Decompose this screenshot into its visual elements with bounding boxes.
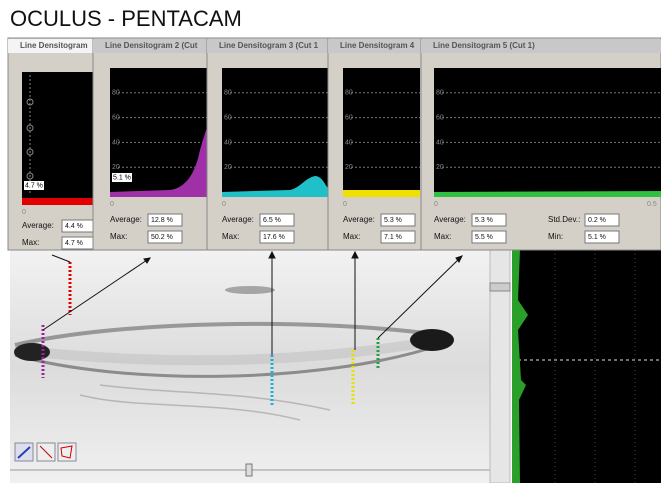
- stat-label: Max:: [22, 238, 39, 247]
- y-tick-label: 40: [112, 139, 120, 146]
- x-tick-label: 0: [222, 201, 226, 208]
- stat-label: Max:: [110, 232, 127, 241]
- densitogram-window: Line Densitogram 5 (Cut 1) 80 60 40 20 0 0.5 Av…: [421, 38, 661, 250]
- plot-area: [434, 68, 661, 197]
- window-title: Line Densitogram 5 (Cut 1): [433, 41, 535, 50]
- densitogram-curve: [22, 198, 95, 205]
- stat-label: Max:: [343, 232, 360, 241]
- marker-label: 5.1 %: [113, 174, 131, 181]
- densitogram-window: Line Densitogram 2 (Cut 80 60 40 20 0 5.1 % Ave…: [93, 38, 213, 250]
- y-tick-label: 60: [224, 114, 232, 121]
- y-tick-label: 20: [224, 164, 232, 171]
- plot-area: [343, 68, 420, 197]
- app-title: OCULUS - PENTACAM: [10, 6, 242, 31]
- y-tick-label: 80: [112, 90, 120, 97]
- densitogram-window: Line Densitogram 4 80 60 40 20 0 Average: 5.3 %…: [328, 38, 424, 250]
- y-tick-label: 40: [436, 139, 444, 146]
- window-title: Line Densitogram 2 (Cut: [105, 41, 198, 50]
- densitogram-curve: [434, 191, 661, 197]
- y-tick-label: 60: [436, 114, 444, 121]
- stat-label: Average:: [222, 215, 254, 224]
- stat-label: Min:: [548, 232, 563, 241]
- stat-value: 7.1 %: [384, 234, 402, 241]
- stat-label: Std.Dev.:: [548, 215, 580, 224]
- stat-value: 17.6 %: [263, 234, 285, 241]
- screenshot: OCULUS - PENTACAM: [0, 0, 661, 483]
- y-tick-label: 60: [345, 114, 353, 121]
- densitogram-windows: Line Densitogram 0 4.7 % Average: 4.4 % Max: 4…: [8, 38, 661, 250]
- x-tick-label: 0: [22, 209, 26, 216]
- stat-label: Max:: [434, 232, 451, 241]
- stat-value: 5.3 %: [384, 217, 402, 224]
- y-tick-label: 40: [224, 139, 232, 146]
- stat-label: Average:: [110, 215, 142, 224]
- stat-label: Average:: [434, 215, 466, 224]
- page: OCULUS - PENTACAM: [0, 0, 661, 483]
- stat-value: 4.7 %: [65, 240, 83, 247]
- stat-value: 12.8 %: [151, 217, 173, 224]
- scheimpflug-image: [10, 250, 510, 483]
- stat-value: 5.5 %: [475, 234, 493, 241]
- y-tick-label: 80: [436, 90, 444, 97]
- stat-label: Average:: [343, 215, 375, 224]
- densitogram-curve: [343, 190, 420, 197]
- x-tick-label: 0.5: [647, 201, 657, 208]
- window-title: Line Densitogram 3 (Cut 1: [219, 41, 319, 50]
- stat-label: Average:: [22, 221, 54, 230]
- y-tick-label: 20: [436, 164, 444, 171]
- marker-label: 4.7 %: [25, 182, 43, 189]
- stat-value: 50.2 %: [151, 234, 173, 241]
- stat-label: Max:: [222, 232, 239, 241]
- x-tick-label: 0: [110, 201, 114, 208]
- densitogram-window: Line Densitogram 0 4.7 % Average: 4.4 % Max: 4…: [8, 38, 98, 250]
- x-tick-label: 0: [434, 201, 438, 208]
- y-tick-label: 80: [224, 90, 232, 97]
- stat-value: 0.2 %: [588, 217, 606, 224]
- slider[interactable]: [246, 464, 252, 476]
- side-panel: [512, 250, 661, 483]
- stat-value: 5.3 %: [475, 217, 493, 224]
- window-title: Line Densitogram: [20, 41, 88, 50]
- window-title: Line Densitogram 4: [340, 41, 415, 50]
- y-tick-label: 80: [345, 90, 353, 97]
- tool-button[interactable]: [58, 443, 76, 461]
- x-tick-label: 0: [343, 201, 347, 208]
- stat-value: 4.4 %: [65, 223, 83, 230]
- stat-value: 6.5 %: [263, 217, 281, 224]
- y-tick-label: 40: [345, 139, 353, 146]
- y-tick-label: 20: [112, 164, 120, 171]
- stat-value: 5.1 %: [588, 234, 606, 241]
- y-tick-label: 20: [345, 164, 353, 171]
- densitogram-window: Line Densitogram 3 (Cut 1 80 60 40 20 0 Averag…: [207, 38, 331, 250]
- y-tick-label: 60: [112, 114, 120, 121]
